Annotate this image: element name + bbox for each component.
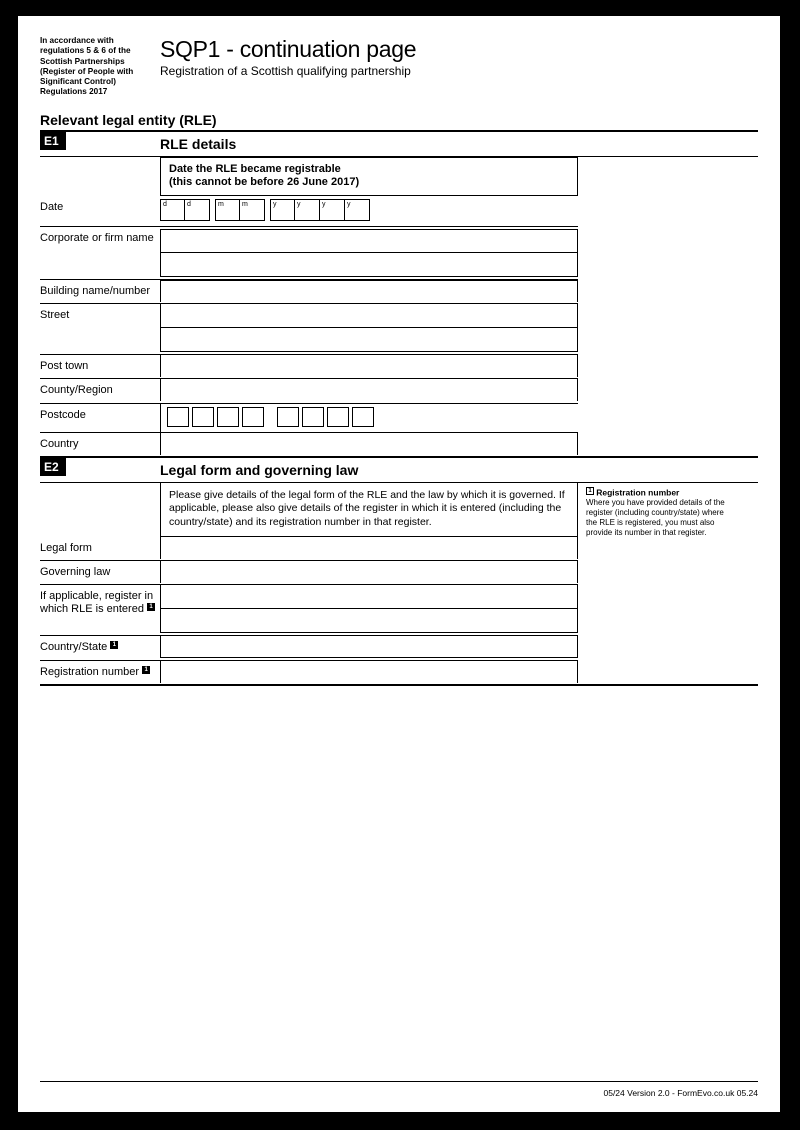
- input-county[interactable]: [160, 379, 578, 401]
- input-corp-name-1[interactable]: [160, 229, 578, 253]
- e2-instruction: Please give details of the legal form of…: [160, 483, 578, 537]
- date-y4[interactable]: y: [345, 199, 370, 221]
- e1-sidenote: [578, 157, 733, 456]
- input-register-2[interactable]: [160, 609, 578, 633]
- e2-body: Please give details of the legal form of…: [40, 483, 758, 684]
- date-d2[interactable]: d: [185, 199, 210, 221]
- tag-e2: E2: [40, 458, 66, 476]
- e1-title: RLE details: [160, 132, 236, 156]
- tag-e1: E1: [40, 132, 66, 150]
- pc-6[interactable]: [302, 407, 324, 427]
- footnote-marker-icon: 1: [110, 641, 118, 649]
- label-legal-form: Legal form: [40, 537, 160, 560]
- date-m2[interactable]: m: [240, 199, 265, 221]
- e1-hint: Date the RLE became registrable (this ca…: [160, 157, 578, 197]
- pc-5[interactable]: [277, 407, 299, 427]
- footnote-marker-icon: 1: [142, 666, 150, 674]
- date-y3[interactable]: y: [320, 199, 345, 221]
- date-m1[interactable]: m: [215, 199, 240, 221]
- date-d1[interactable]: d: [160, 199, 185, 221]
- input-corp-name-2[interactable]: [160, 253, 578, 277]
- section-e1-header: E1 RLE details: [40, 132, 758, 156]
- postcode-input[interactable]: [160, 404, 578, 432]
- input-legal-form[interactable]: [160, 537, 578, 559]
- form-page: In accordance with regulations 5 & 6 of …: [18, 16, 780, 1112]
- input-reg-number[interactable]: [160, 661, 578, 683]
- form-title: SQP1 - continuation page: [160, 36, 758, 63]
- input-street-1[interactable]: [160, 304, 578, 328]
- input-country[interactable]: [160, 433, 578, 455]
- pc-2[interactable]: [192, 407, 214, 427]
- pc-8[interactable]: [352, 407, 374, 427]
- form-subtitle: Registration of a Scottish qualifying pa…: [160, 64, 758, 78]
- label-building: Building name/number: [40, 280, 160, 303]
- date-input[interactable]: d d m m y y y y: [160, 199, 578, 221]
- label-postcode: Postcode: [40, 404, 160, 432]
- label-street: Street: [40, 304, 160, 354]
- regulations-note: In accordance with regulations 5 & 6 of …: [40, 36, 160, 98]
- hint-line1: Date the RLE became registrable: [169, 163, 341, 175]
- input-street-2[interactable]: [160, 328, 578, 352]
- title-block: SQP1 - continuation page Registration of…: [160, 36, 758, 98]
- date-y2[interactable]: y: [295, 199, 320, 221]
- input-posttown[interactable]: [160, 355, 578, 377]
- input-register-1[interactable]: [160, 585, 578, 609]
- e1-body: Date the RLE became registrable (this ca…: [40, 157, 758, 456]
- date-y1[interactable]: y: [270, 199, 295, 221]
- e2-sidenote: 1 Registration number Where you have pro…: [578, 483, 733, 684]
- footer-text: 05/24 Version 2.0 - FormEvo.co.uk 05.24: [603, 1088, 758, 1098]
- label-country: Country: [40, 433, 160, 456]
- sidenote-title: Registration number: [596, 487, 679, 497]
- label-corp-name: Corporate or firm name: [40, 227, 160, 279]
- e2-title: Legal form and governing law: [160, 458, 358, 482]
- footnote-marker-icon: 1: [147, 603, 155, 611]
- hint-line2: (this cannot be before 26 June 2017): [169, 176, 359, 188]
- label-county: County/Region: [40, 379, 160, 402]
- input-country-state[interactable]: [160, 636, 578, 658]
- label-governing-law: Governing law: [40, 561, 160, 584]
- label-posttown: Post town: [40, 355, 160, 378]
- section-e2-header: E2 Legal form and governing law: [40, 458, 758, 482]
- label-date: Date: [40, 196, 160, 226]
- pc-7[interactable]: [327, 407, 349, 427]
- label-country-state: Country/State 1: [40, 636, 160, 660]
- pc-3[interactable]: [217, 407, 239, 427]
- input-governing-law[interactable]: [160, 561, 578, 583]
- input-building[interactable]: [160, 280, 578, 302]
- sidenote-marker-icon: 1: [586, 487, 594, 495]
- footer-rule: [40, 1081, 758, 1082]
- section-heading: Relevant legal entity (RLE): [40, 112, 758, 128]
- label-reg-number: Registration number 1: [40, 661, 160, 684]
- pc-4[interactable]: [242, 407, 264, 427]
- sidenote-text: Where you have provided details of the r…: [586, 498, 725, 537]
- pc-1[interactable]: [167, 407, 189, 427]
- header: In accordance with regulations 5 & 6 of …: [40, 36, 758, 98]
- label-register: If applicable, register in which RLE is …: [40, 585, 160, 635]
